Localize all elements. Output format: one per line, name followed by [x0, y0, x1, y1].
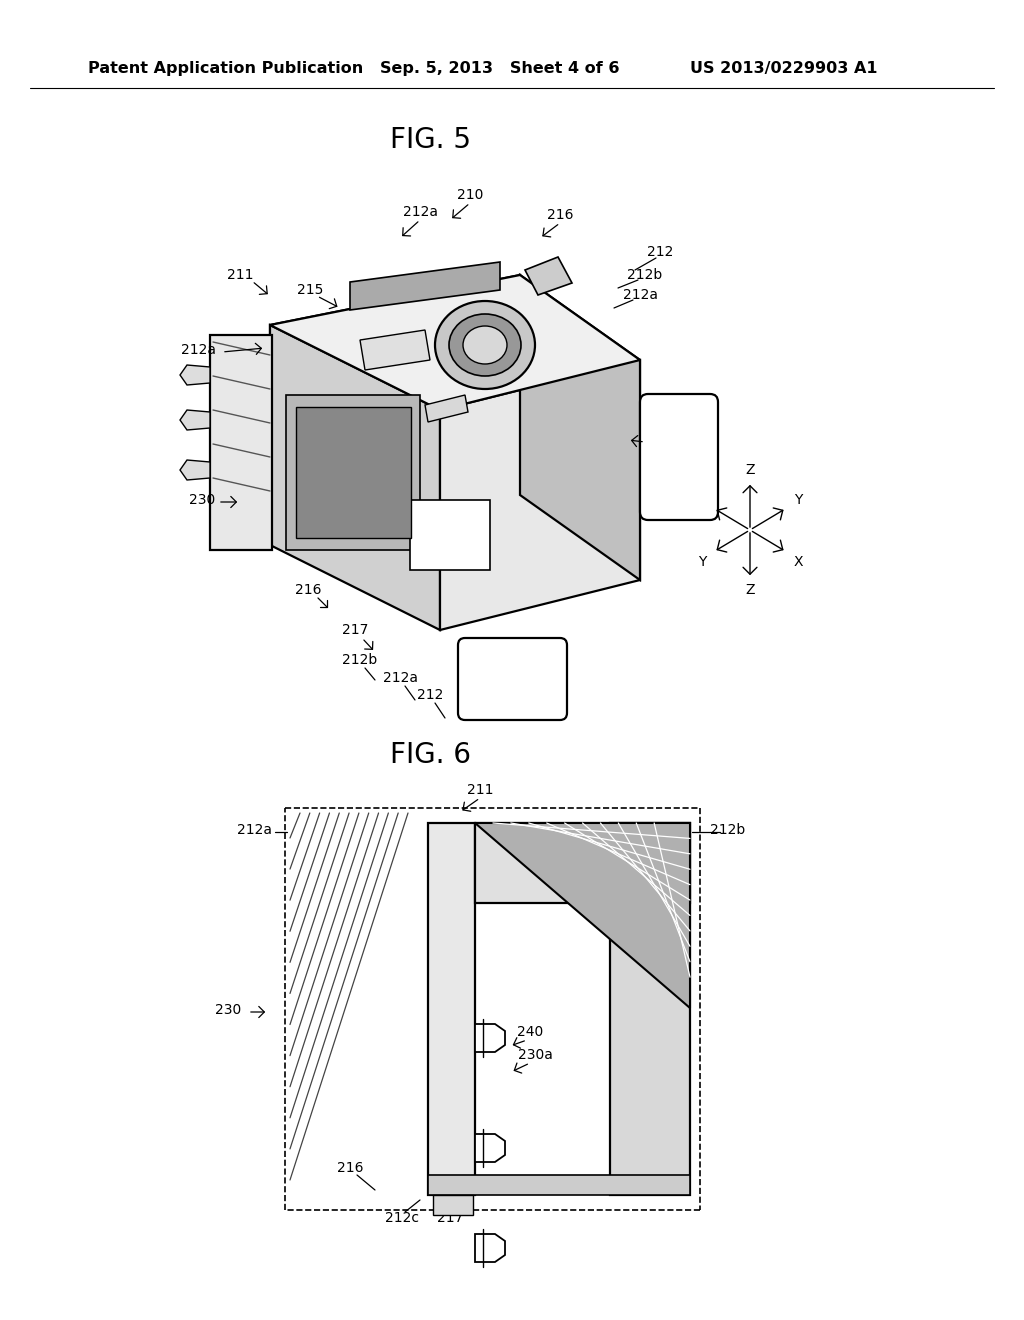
Polygon shape: [475, 1024, 505, 1052]
Text: Y: Y: [794, 494, 802, 507]
Polygon shape: [270, 275, 640, 411]
Text: 212a: 212a: [238, 822, 272, 837]
Ellipse shape: [463, 326, 507, 364]
Polygon shape: [433, 1195, 473, 1214]
Polygon shape: [610, 822, 690, 1195]
Text: X: X: [794, 554, 803, 569]
Text: 211: 211: [226, 268, 253, 282]
Polygon shape: [475, 822, 690, 903]
Polygon shape: [520, 275, 640, 579]
Text: Y: Y: [697, 554, 707, 569]
Text: 216: 216: [295, 583, 322, 597]
Text: Z: Z: [745, 463, 755, 477]
Text: 215: 215: [297, 282, 324, 297]
FancyBboxPatch shape: [640, 393, 718, 520]
Polygon shape: [286, 395, 420, 550]
Polygon shape: [425, 395, 468, 422]
FancyBboxPatch shape: [458, 638, 567, 719]
Polygon shape: [428, 1175, 690, 1195]
Text: 212b: 212b: [711, 822, 745, 837]
Polygon shape: [180, 366, 210, 385]
Text: 212a: 212a: [623, 288, 657, 302]
Text: 230: 230: [188, 492, 215, 507]
Polygon shape: [270, 325, 440, 630]
Polygon shape: [210, 335, 272, 550]
Text: 212b: 212b: [628, 268, 663, 282]
Text: 230a: 230a: [517, 1048, 552, 1063]
Ellipse shape: [435, 301, 535, 389]
Polygon shape: [525, 257, 572, 294]
Text: Sep. 5, 2013   Sheet 4 of 6: Sep. 5, 2013 Sheet 4 of 6: [380, 61, 620, 75]
Polygon shape: [475, 1234, 505, 1262]
Text: 212a: 212a: [642, 433, 678, 447]
Text: 212a: 212a: [402, 205, 437, 219]
Polygon shape: [180, 459, 210, 480]
Text: 212: 212: [417, 688, 443, 702]
Text: Patent Application Publication: Patent Application Publication: [88, 61, 364, 75]
Polygon shape: [296, 407, 411, 539]
Text: 240: 240: [517, 1026, 543, 1039]
Polygon shape: [410, 500, 490, 570]
Text: 212: 212: [647, 246, 673, 259]
Text: US 2013/0229903 A1: US 2013/0229903 A1: [690, 61, 878, 75]
Text: 216: 216: [547, 209, 573, 222]
Polygon shape: [270, 275, 520, 545]
Text: 212a: 212a: [180, 343, 215, 356]
Text: 217: 217: [437, 1210, 463, 1225]
Polygon shape: [360, 330, 430, 370]
Polygon shape: [475, 1134, 505, 1162]
Text: 212a: 212a: [383, 671, 418, 685]
Text: 212c: 212c: [385, 1210, 419, 1225]
Polygon shape: [350, 261, 500, 310]
Polygon shape: [428, 822, 475, 1195]
Text: 217: 217: [342, 623, 369, 638]
Text: 210: 210: [457, 187, 483, 202]
Text: 230: 230: [215, 1003, 241, 1016]
Text: X: X: [697, 494, 707, 507]
Polygon shape: [180, 411, 210, 430]
Text: 211: 211: [467, 783, 494, 797]
Text: FIG. 6: FIG. 6: [389, 741, 470, 770]
Polygon shape: [475, 822, 690, 1008]
Ellipse shape: [449, 314, 521, 376]
Text: Z: Z: [745, 583, 755, 597]
Text: FIG. 5: FIG. 5: [389, 125, 470, 154]
Polygon shape: [440, 360, 640, 630]
Text: 216: 216: [337, 1162, 364, 1175]
Text: 212b: 212b: [342, 653, 378, 667]
Polygon shape: [285, 808, 700, 1210]
